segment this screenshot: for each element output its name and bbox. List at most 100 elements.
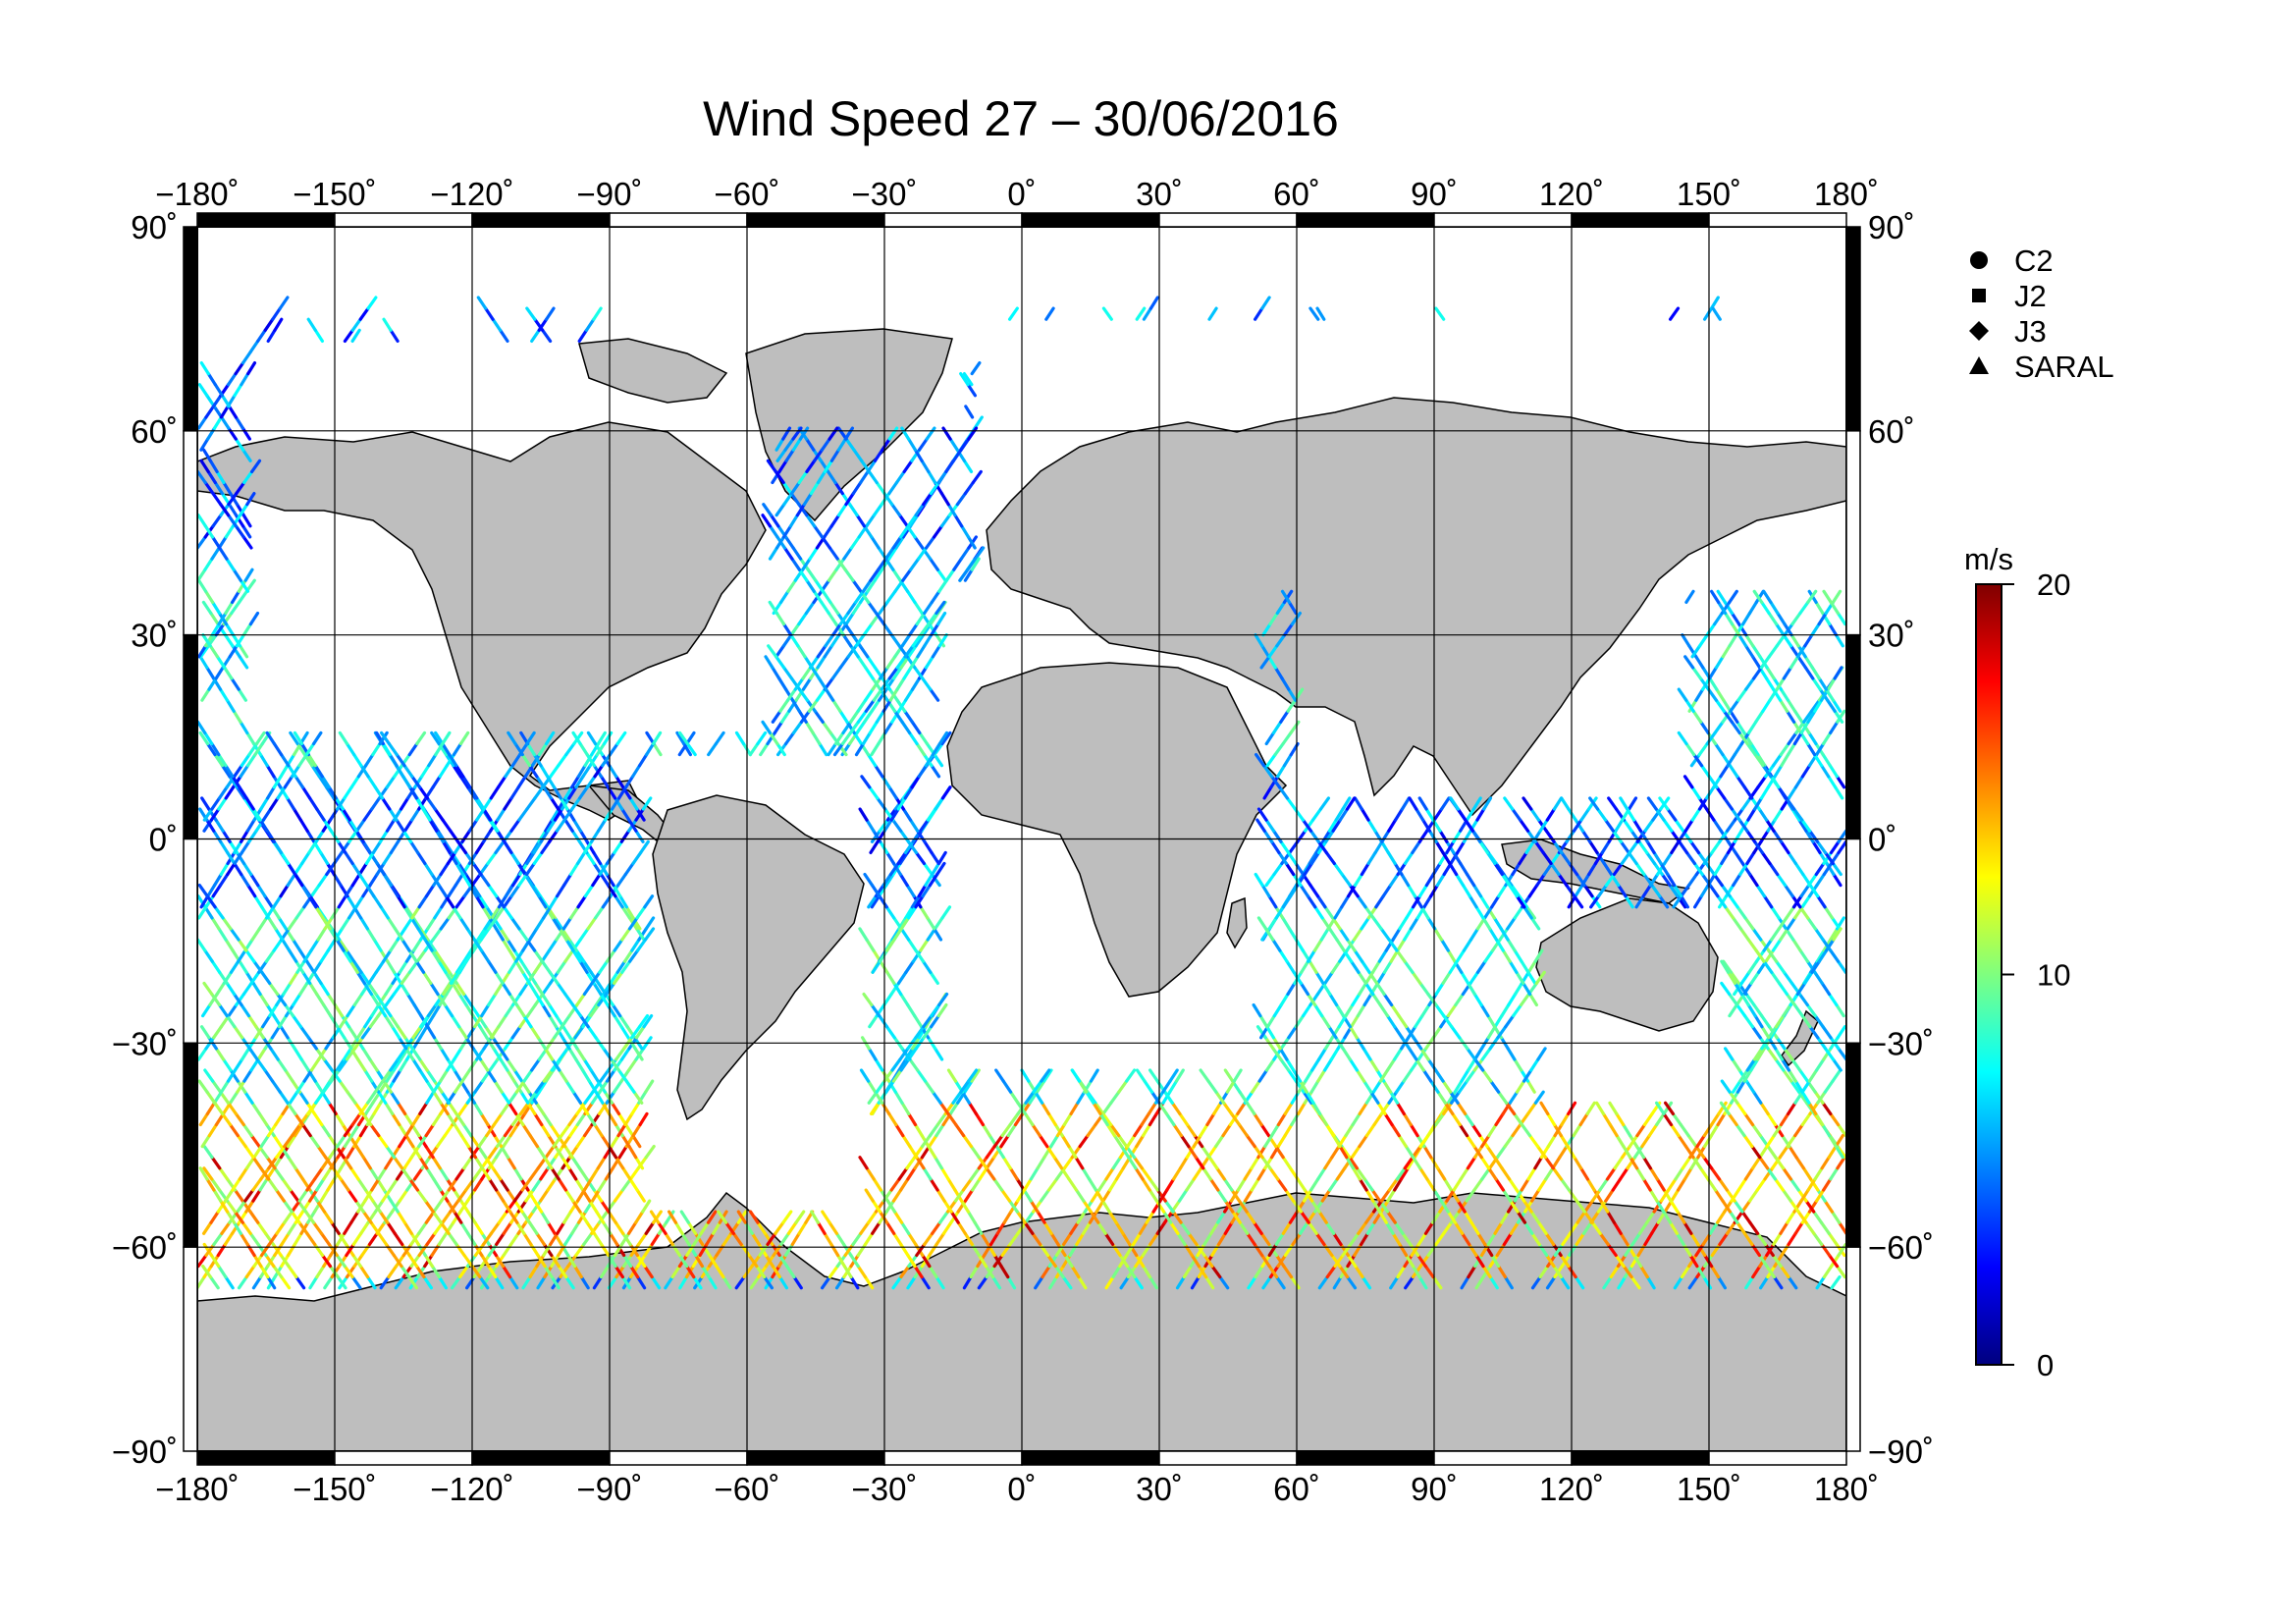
- track-segment: [280, 752, 291, 768]
- track-segment: [1394, 1079, 1406, 1094]
- track-segment: [1049, 1133, 1060, 1149]
- track-segment: [820, 600, 830, 616]
- track-segment: [378, 829, 390, 843]
- track-segment: [588, 1199, 599, 1214]
- track-segment: [462, 992, 473, 1007]
- track-segment: [643, 894, 655, 909]
- track-segment: [1055, 1122, 1066, 1138]
- track-segment: [651, 730, 663, 746]
- track-segment: [437, 1231, 449, 1247]
- track-segment: [1330, 959, 1342, 974]
- track-segment: [1199, 1122, 1209, 1138]
- frame-bar-right: [1845, 1042, 1861, 1248]
- frame-bar-right: [1845, 633, 1861, 840]
- track-segment: [1611, 829, 1623, 843]
- track-segment: [1376, 1101, 1387, 1116]
- track-segment: [590, 1188, 602, 1203]
- track-segment: [1260, 1253, 1271, 1269]
- track-segment: [1315, 894, 1327, 909]
- track-segment: [887, 480, 899, 496]
- track-segment: [593, 764, 605, 779]
- track-segment: [1379, 839, 1390, 855]
- track-segment: [870, 698, 881, 713]
- track-segment: [1082, 1199, 1093, 1214]
- track-segment: [1351, 1111, 1362, 1127]
- track-segment: [1630, 1231, 1642, 1247]
- track-segment: [350, 872, 361, 888]
- track-segment: [1321, 981, 1332, 997]
- track-segment: [578, 829, 589, 843]
- track-segment: [1782, 1002, 1792, 1018]
- track-segment: [1536, 1047, 1547, 1061]
- track-segment: [1327, 818, 1338, 833]
- track-segment: [244, 796, 255, 811]
- track-segment: [1044, 306, 1055, 321]
- track-segment: [816, 469, 828, 485]
- track-segment: [927, 611, 938, 626]
- track-segment: [514, 1002, 526, 1018]
- track-segment: [251, 1274, 263, 1290]
- track-segment: [899, 1057, 911, 1072]
- track-segment: [1744, 1274, 1755, 1290]
- track-segment: [1752, 1047, 1764, 1061]
- track-segment: [871, 676, 882, 691]
- track-segment: [1433, 927, 1444, 942]
- track-segment: [243, 568, 254, 582]
- track-segment: [425, 1079, 436, 1094]
- track-segment: [549, 1122, 561, 1138]
- track-segment: [385, 1068, 396, 1083]
- track-segment: [248, 1210, 260, 1224]
- track-segment: [576, 764, 587, 779]
- track-segment: [1587, 861, 1598, 877]
- track-segment: [1107, 1210, 1118, 1224]
- track-segment: [629, 1025, 642, 1040]
- track-segment: [865, 938, 876, 952]
- track-segment: [215, 469, 226, 485]
- track-segment: [815, 687, 827, 702]
- track-segment: [1238, 1220, 1250, 1235]
- legend-marker-triangle: [1969, 356, 1989, 374]
- track-segment: [582, 1177, 593, 1192]
- track-segment: [330, 1068, 342, 1083]
- track-segment: [280, 1274, 292, 1290]
- track-segment: [1808, 1177, 1820, 1192]
- track-segment: [1250, 1156, 1260, 1170]
- track-segment: [384, 981, 395, 997]
- track-segment: [1365, 1220, 1376, 1235]
- track-segment: [1407, 1047, 1418, 1061]
- track-segment: [699, 1220, 711, 1235]
- track-segment: [1040, 1068, 1051, 1083]
- track-segment: [596, 818, 608, 833]
- track-segment: [1347, 883, 1358, 898]
- track-segment: [272, 741, 284, 757]
- track-segment: [829, 448, 841, 462]
- track-segment: [1702, 306, 1714, 321]
- track-segment: [1368, 1057, 1379, 1072]
- track-segment: [1314, 970, 1325, 986]
- track-segment: [1422, 894, 1433, 909]
- track-segment: [1820, 981, 1832, 997]
- track-segment: [216, 1242, 227, 1258]
- track-segment: [399, 1057, 409, 1072]
- track-segment: [1699, 764, 1711, 779]
- track-segment: [272, 1133, 283, 1149]
- track-segment: [456, 839, 467, 855]
- track-segment: [470, 1264, 482, 1279]
- track-segment: [213, 905, 225, 920]
- track-segment: [812, 589, 824, 605]
- track-segment: [1496, 1264, 1508, 1279]
- track-segment: [1298, 1079, 1308, 1094]
- track-segment: [1762, 959, 1774, 974]
- track-segment: [515, 1220, 526, 1235]
- track-segment: [563, 1144, 574, 1160]
- track-segment: [1550, 850, 1562, 866]
- track-segment: [926, 916, 936, 931]
- track-segment: [1627, 796, 1638, 811]
- track-segment: [1782, 1068, 1793, 1083]
- track-segment: [1728, 633, 1738, 648]
- track-segment: [1104, 1274, 1115, 1290]
- track-segment: [1541, 850, 1553, 866]
- track-segment: [1462, 938, 1473, 952]
- track-segment: [543, 1047, 555, 1061]
- track-segment: [1353, 872, 1364, 888]
